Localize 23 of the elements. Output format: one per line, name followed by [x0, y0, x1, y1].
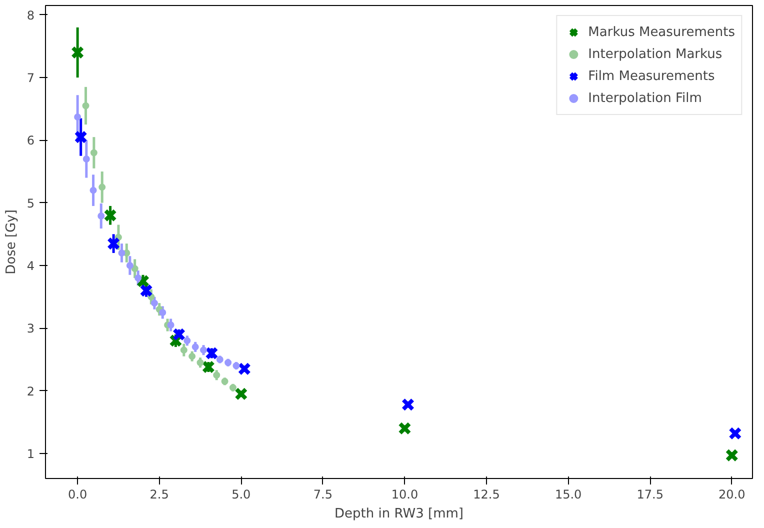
legend-label: Interpolation Markus — [588, 46, 722, 62]
x-tick-label: 20.0 — [718, 488, 746, 502]
x-tick-label: 17.5 — [636, 488, 664, 502]
y-axis-title: Dose [Gy] — [4, 210, 19, 274]
x-tick-label: 12.5 — [473, 488, 500, 502]
legend-label: Markus Measurements — [588, 24, 735, 40]
y-tick-label: 4 — [26, 258, 35, 273]
x-tick-label: 0.0 — [68, 488, 88, 502]
legend-label: Film Measurements — [588, 68, 715, 84]
y-tick-label: 2 — [26, 384, 35, 398]
legend-label: Interpolation Film — [588, 90, 702, 106]
y-tick-label: 3 — [26, 322, 35, 336]
x-tick-label: 5.0 — [232, 488, 251, 502]
x-tick-label: 15.0 — [554, 488, 582, 502]
x-axis-title: Depth in RW3 [mm] — [334, 506, 464, 522]
x-tick-label: 7.5 — [313, 488, 332, 502]
y-tick-label: 5 — [26, 196, 35, 210]
x-tick-label: 10.0 — [391, 488, 418, 502]
y-tick-label: 6 — [26, 134, 35, 148]
x-tick-label: 2.5 — [150, 488, 169, 502]
y-tick-label: 7 — [26, 71, 35, 86]
y-tick-label: 1 — [26, 446, 35, 461]
y-tick-label: 8 — [26, 8, 35, 22]
